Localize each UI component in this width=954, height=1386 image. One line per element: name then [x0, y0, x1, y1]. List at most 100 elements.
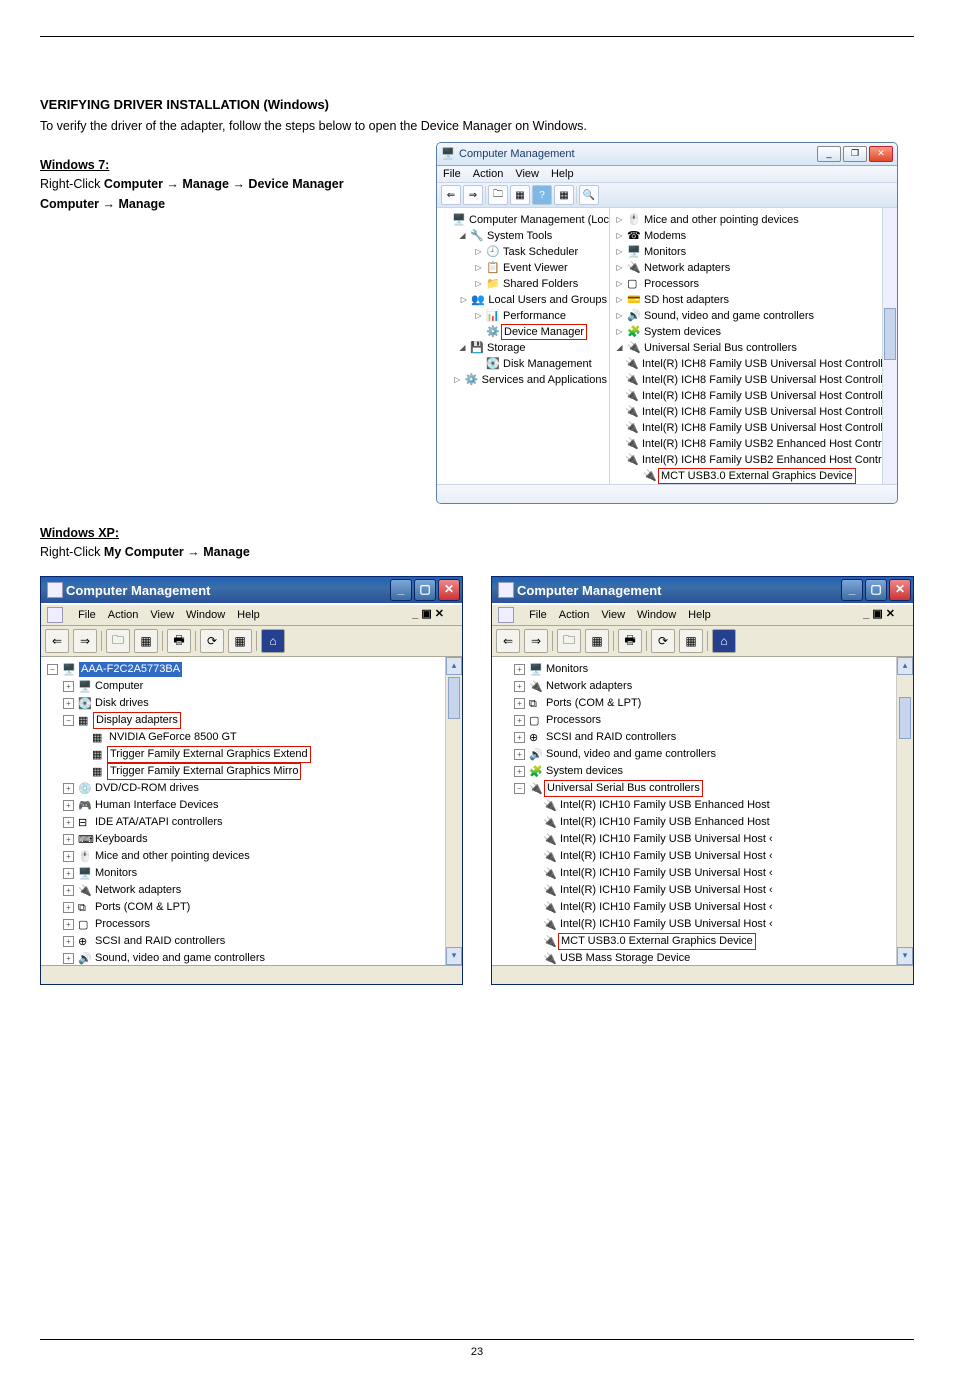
menubar-item[interactable]: File: [529, 609, 547, 621]
expand-icon[interactable]: [530, 886, 539, 895]
tb-btn[interactable]: ⟳: [200, 629, 224, 653]
minimize-button[interactable]: _: [841, 579, 863, 601]
tree-item[interactable]: +Monitors: [494, 661, 895, 678]
expand-icon[interactable]: +: [514, 749, 525, 760]
maximize-button[interactable]: ▢: [414, 579, 436, 601]
expand-icon[interactable]: +: [63, 698, 74, 709]
tb-btn[interactable]: ▦: [679, 629, 703, 653]
tree-item[interactable]: Intel(R) ICH8 Family USB2 Enhanced Host …: [612, 452, 879, 468]
tree-item[interactable]: Intel(R) ICH10 Family USB Universal Host…: [494, 831, 895, 848]
tree-item[interactable]: Intel(R) ICH8 Family USB2 Enhanced Host …: [612, 436, 879, 452]
expand-icon[interactable]: [473, 327, 484, 338]
tree-item[interactable]: +Network adapters: [494, 678, 895, 695]
expand-icon[interactable]: ◢: [457, 343, 468, 354]
back-button[interactable]: ⇐: [496, 629, 520, 653]
tb-btn[interactable]: 🗀: [557, 629, 581, 653]
expand-icon[interactable]: [612, 423, 623, 434]
menubar-item[interactable]: Window: [637, 609, 676, 621]
tree-item[interactable]: ▷Services and Applications: [439, 372, 607, 388]
tree-item[interactable]: +Processors: [43, 916, 444, 933]
expand-icon[interactable]: ▷: [614, 279, 625, 290]
expand-icon[interactable]: +: [63, 681, 74, 692]
expand-icon[interactable]: ▷: [614, 295, 625, 306]
tb-btn[interactable]: 🗀: [488, 185, 508, 205]
tree-item[interactable]: Trigger Family External Graphics Extend: [43, 746, 444, 763]
expand-icon[interactable]: [630, 471, 641, 482]
expand-icon[interactable]: [439, 215, 450, 226]
expand-icon[interactable]: +: [514, 732, 525, 743]
maximize-button[interactable]: ❐: [843, 146, 867, 162]
expand-icon[interactable]: ▷: [614, 231, 625, 242]
minimize-button[interactable]: _: [390, 579, 412, 601]
tree-item[interactable]: Intel(R) ICH10 Family USB Universal Host…: [494, 899, 895, 916]
tree-item[interactable]: −AAA-F2C2A5773BA: [43, 661, 444, 678]
expand-icon[interactable]: [530, 869, 539, 878]
tree-item[interactable]: +Computer: [43, 678, 444, 695]
tree-item[interactable]: ◢Storage: [439, 340, 607, 356]
tb-btn[interactable]: ⟳: [651, 629, 675, 653]
tree-item[interactable]: ▷Monitors: [612, 244, 879, 260]
expand-icon[interactable]: [530, 801, 539, 810]
expand-icon[interactable]: [530, 954, 539, 963]
scrollbar-thumb[interactable]: [448, 677, 460, 719]
tree-item[interactable]: +Monitors: [43, 865, 444, 882]
tree-item[interactable]: MCT USB3.0 External Graphics Device: [612, 468, 879, 484]
expand-icon[interactable]: [612, 375, 623, 386]
tree-item[interactable]: ▷Processors: [612, 276, 879, 292]
expand-icon[interactable]: −: [47, 664, 58, 675]
expand-icon[interactable]: ▷: [614, 247, 625, 258]
expand-icon[interactable]: −: [514, 783, 525, 794]
forward-button[interactable]: ⇒: [463, 185, 483, 205]
forward-button[interactable]: ⇒: [524, 629, 548, 653]
tree-item[interactable]: USB Mass Storage Device: [494, 950, 895, 965]
tree-item[interactable]: ▷Event Viewer: [439, 260, 607, 276]
expand-icon[interactable]: [612, 407, 623, 418]
tree-item[interactable]: ◢Universal Serial Bus controllers: [612, 340, 879, 356]
expand-icon[interactable]: +: [514, 664, 525, 675]
expand-icon[interactable]: [530, 903, 539, 912]
tree-item[interactable]: ▷Modems: [612, 228, 879, 244]
tb-btn[interactable]: ⌂: [261, 629, 285, 653]
tb-btn[interactable]: ▦: [585, 629, 609, 653]
tree-item[interactable]: Intel(R) ICH10 Family USB Enhanced Host: [494, 814, 895, 831]
xp-titlebar[interactable]: Computer Management _ ▢ ✕: [41, 577, 462, 603]
expand-icon[interactable]: −: [63, 715, 74, 726]
tree-item[interactable]: Intel(R) ICH8 Family USB Universal Host …: [612, 388, 879, 404]
tree-item[interactable]: ▷Local Users and Groups: [439, 292, 607, 308]
scrollbar[interactable]: ▴ ▾: [445, 657, 462, 965]
expand-icon[interactable]: +: [63, 851, 74, 862]
tb-btn[interactable]: 🔍: [579, 185, 599, 205]
tb-btn[interactable]: 🖶: [618, 629, 642, 653]
tb-btn[interactable]: 🖶: [167, 629, 191, 653]
expand-icon[interactable]: [530, 920, 539, 929]
expand-icon[interactable]: [612, 439, 623, 450]
tree-item[interactable]: Intel(R) ICH8 Family USB Universal Host …: [612, 356, 879, 372]
menubar-item[interactable]: Help: [551, 168, 574, 180]
mdi-buttons[interactable]: _ ▣ ✕: [412, 607, 444, 620]
expand-icon[interactable]: ◢: [614, 343, 625, 354]
expand-icon[interactable]: [530, 818, 539, 827]
tree-item[interactable]: Intel(R) ICH10 Family USB Enhanced Host: [494, 797, 895, 814]
tree-item[interactable]: Computer Management (Local): [439, 212, 607, 228]
expand-icon[interactable]: ▷: [473, 247, 484, 258]
menubar-item[interactable]: View: [150, 609, 174, 621]
tree-item[interactable]: +Ports (COM & LPT): [494, 695, 895, 712]
help-button[interactable]: ?: [532, 185, 552, 205]
tree-item[interactable]: Intel(R) ICH10 Family USB Universal Host…: [494, 865, 895, 882]
back-button[interactable]: ⇐: [441, 185, 461, 205]
tree-item[interactable]: +Sound, video and game controllers: [43, 950, 444, 965]
tree-item[interactable]: +IDE ATA/ATAPI controllers: [43, 814, 444, 831]
expand-icon[interactable]: ◢: [457, 231, 468, 242]
tb-btn[interactable]: ⌂: [712, 629, 736, 653]
tree-item[interactable]: Intel(R) ICH8 Family USB Universal Host …: [612, 404, 879, 420]
menubar-item[interactable]: Action: [108, 609, 139, 621]
menubar-item[interactable]: Window: [186, 609, 225, 621]
tree-item[interactable]: ▷Shared Folders: [439, 276, 607, 292]
scrollbar-thumb[interactable]: [884, 308, 896, 360]
back-button[interactable]: ⇐: [45, 629, 69, 653]
expand-icon[interactable]: ▷: [473, 311, 484, 322]
menubar-item[interactable]: View: [601, 609, 625, 621]
expand-icon[interactable]: +: [63, 783, 74, 794]
expand-icon[interactable]: ▷: [473, 279, 484, 290]
tree-item[interactable]: +Sound, video and game controllers: [494, 746, 895, 763]
